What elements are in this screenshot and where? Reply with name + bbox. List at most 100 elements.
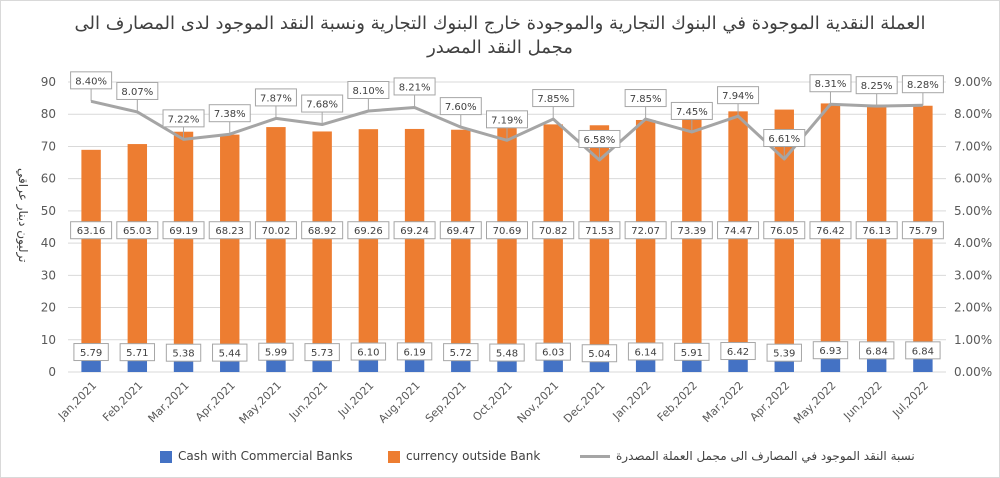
data-label-currency-box <box>254 221 297 240</box>
data-label-currency-box <box>162 221 205 240</box>
data-label-currency-box <box>532 221 575 240</box>
y2-tick-label: 9.00% <box>954 75 992 89</box>
y-tick-label: 10 <box>41 333 56 347</box>
x-tick-label: Oct,2021 <box>470 379 515 424</box>
bar-currency-outside-bank <box>589 125 610 356</box>
data-label-cash-box <box>350 342 387 361</box>
data-label-cash-box <box>119 343 156 362</box>
y-tick-label: 90 <box>41 75 56 89</box>
data-label-ratio: 6.61% <box>768 134 800 145</box>
bar-currency-outside-bank <box>312 131 332 354</box>
data-label-cash: 5.73 <box>311 348 333 359</box>
y2-tick-label: 8.00% <box>954 107 992 121</box>
y2-tick-label: 1.00% <box>954 333 992 347</box>
data-label-currency-box <box>486 221 528 240</box>
data-label-currency-box <box>670 221 713 240</box>
data-label-cash: 5.99 <box>265 348 287 359</box>
data-label-cash: 6.42 <box>727 347 749 358</box>
data-label-ratio: 8.31% <box>815 79 847 90</box>
data-label-cash: 5.91 <box>681 348 703 359</box>
data-label-ratio-box <box>763 129 806 148</box>
data-label-currency-box <box>208 221 251 240</box>
data-label-currency: 76.13 <box>862 226 891 237</box>
y-tick-label: 30 <box>41 268 56 282</box>
data-label-currency-box <box>116 221 159 240</box>
y-tick-label: 0 <box>48 365 56 379</box>
data-label-cash-box <box>165 343 202 362</box>
legend-item-cash-banks: Cash with Commercial Banks <box>160 446 353 466</box>
data-label-currency: 69.24 <box>400 226 429 237</box>
x-tick-label: Apr,2022 <box>747 379 792 424</box>
y2-tick-label: 0.00% <box>954 365 992 379</box>
data-label-currency: 72.07 <box>631 226 660 237</box>
data-label-currency-box <box>301 221 344 240</box>
data-label-cash: 6.19 <box>403 347 425 358</box>
data-label-currency: 70.02 <box>262 226 291 237</box>
data-label-currency: 69.19 <box>169 226 198 237</box>
y2-tick-label: 5.00% <box>954 204 992 218</box>
x-tick-label: Jun,2022 <box>840 379 884 423</box>
y-tick-label: 50 <box>41 204 56 218</box>
data-label-currency: 69.26 <box>354 226 383 237</box>
data-label-currency: 73.39 <box>678 226 707 237</box>
y2-tick-label: 6.00% <box>954 172 992 186</box>
x-tick-label: Dec,2021 <box>561 379 608 426</box>
data-label-currency: 65.03 <box>123 226 152 237</box>
data-label-cash: 5.72 <box>450 348 472 359</box>
data-label-ratio-box <box>116 81 159 100</box>
data-label-cash-box <box>489 343 525 362</box>
legend-swatch-ratio <box>580 455 610 458</box>
y-tick-label: 20 <box>41 301 56 315</box>
data-label-currency-box <box>347 221 390 240</box>
x-tick-label: Feb,2022 <box>655 379 700 424</box>
data-label-ratio: 7.19% <box>491 115 523 126</box>
data-label-cash-box <box>674 342 710 361</box>
x-tick-label: Mar,2021 <box>146 379 192 425</box>
data-label-ratio: 8.07% <box>121 87 153 98</box>
data-label-ratio: 7.87% <box>260 93 292 104</box>
data-label-currency: 76.05 <box>770 226 799 237</box>
x-tick-label: Jun,2021 <box>286 379 330 423</box>
data-label-ratio: 7.94% <box>722 91 754 102</box>
data-label-ratio-box <box>439 97 482 116</box>
data-label-currency-box <box>717 221 760 240</box>
data-label-ratio: 6.58% <box>584 135 616 146</box>
y-tick-label: 60 <box>41 172 56 186</box>
data-label-ratio-box <box>486 110 528 129</box>
y2-tick-label: 3.00% <box>954 268 992 282</box>
data-label-cash: 6.84 <box>866 346 888 357</box>
data-label-ratio-box <box>717 86 760 105</box>
y2-tick-label: 2.00% <box>954 301 992 315</box>
data-label-ratio-box <box>162 109 205 128</box>
data-label-cash: 6.14 <box>634 347 656 358</box>
x-tick-label: Sep,2021 <box>423 379 469 425</box>
data-label-cash: 5.38 <box>172 349 194 360</box>
data-label-ratio: 8.28% <box>907 80 939 91</box>
data-label-currency: 75.79 <box>909 226 938 237</box>
x-tick-label: Aug,2021 <box>376 379 423 426</box>
data-label-ratio: 8.21% <box>399 82 431 93</box>
data-label-ratio-box <box>70 71 113 90</box>
data-label-cash: 5.48 <box>496 349 518 360</box>
bar-currency-outside-bank <box>173 131 194 355</box>
data-label-ratio: 8.25% <box>861 81 893 92</box>
y-axis-label: ترليون دينار عراقي <box>16 167 30 263</box>
data-label-cash: 5.39 <box>773 349 795 360</box>
y-tick-label: 70 <box>41 139 56 153</box>
data-label-currency: 76.42 <box>816 226 845 237</box>
data-label-cash-box <box>212 343 248 362</box>
legend-label-ratio: نسبة النقد الموجود في المصارف الى مجمل ا… <box>616 449 915 463</box>
bar-currency-outside-bank <box>497 126 517 355</box>
data-label-ratio: 8.10% <box>352 86 384 97</box>
chart-title-line1: العملة النقدية الموجودة في البنوك التجار… <box>74 13 926 34</box>
data-label-cash: 5.71 <box>126 348 148 359</box>
data-label-ratio-box <box>347 81 390 99</box>
x-tick-label: Jul,2022 <box>889 379 931 421</box>
x-tick-label: Nov,2021 <box>515 379 562 426</box>
bar-currency-outside-bank <box>451 129 471 354</box>
data-label-ratio-box <box>208 104 251 123</box>
data-label-cash-box <box>258 342 294 361</box>
data-label-currency-box <box>809 221 852 240</box>
bar-currency-outside-bank <box>81 149 101 354</box>
data-label-cash-box <box>627 342 664 361</box>
